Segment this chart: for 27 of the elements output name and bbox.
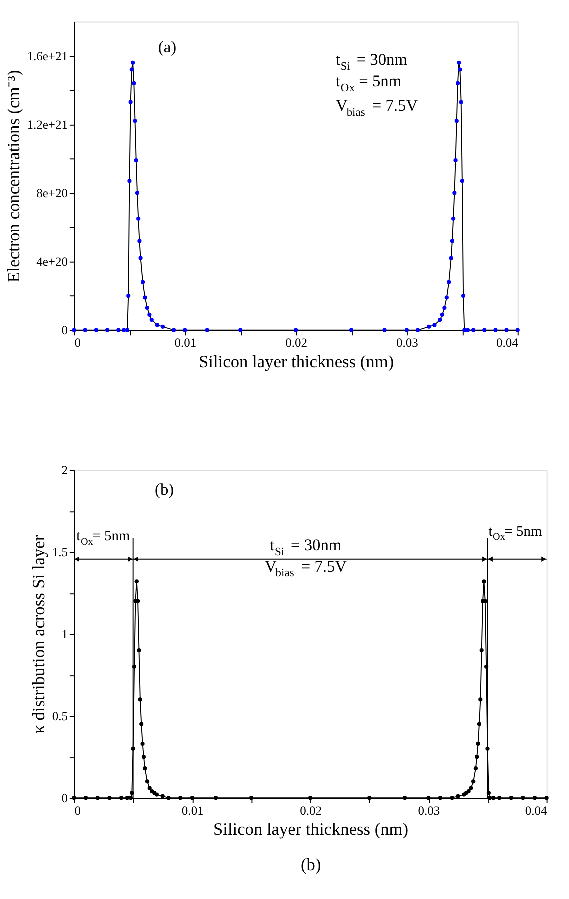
x-tick-label: 0.04: [525, 804, 548, 818]
x-tick-label: 0.03: [396, 336, 418, 350]
annotation: (b): [155, 480, 174, 499]
annotation: (a): [158, 38, 177, 57]
x-tick-label: 0.03: [418, 804, 440, 818]
x-tick-label: 0.02: [300, 804, 322, 818]
y-tick-label: 0: [62, 324, 68, 338]
x-tick-label: 0: [74, 804, 82, 818]
y-tick-label: 8e+20: [36, 186, 68, 201]
x-tick-label: 0.01: [174, 336, 197, 350]
y-axis-title: κ distribution across Si layer: [30, 535, 49, 734]
y-tick-label: 0: [62, 791, 68, 806]
x-axis-title: Silicon layer thickness (nm): [213, 820, 409, 840]
y-tick-label: 1.5: [52, 545, 68, 560]
x-tick-label: 0.04: [496, 336, 520, 350]
y-tick-label: 1: [62, 627, 68, 642]
x-tick-label: 0: [74, 336, 82, 350]
x-tick-label: 0.02: [286, 336, 308, 350]
y-tick-label: 4e+20: [36, 255, 68, 270]
y-tick-label: 0.5: [52, 709, 68, 724]
y-axis-title: Electron concentrations (cm⁻³): [4, 70, 24, 283]
y-tick-label: 2: [62, 464, 68, 478]
x-axis-title: Silicon layer thickness (nm): [199, 352, 394, 372]
text: (b): [300, 855, 322, 874]
y-tick-label: 1.2e+21: [27, 118, 68, 132]
y-tick-label: 1.6e+21: [27, 49, 68, 64]
x-tick-label: 0.01: [182, 804, 204, 818]
